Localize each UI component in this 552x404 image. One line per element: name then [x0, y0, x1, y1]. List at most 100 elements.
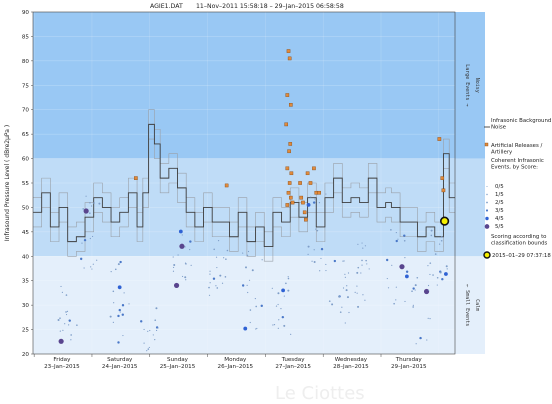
- artificial-point: [286, 49, 291, 53]
- event-point: [172, 270, 175, 272]
- noise-median-line: [33, 123, 455, 247]
- y-tick-label: 75: [22, 83, 30, 89]
- y-tick-label: 60: [22, 157, 30, 163]
- event-point: [313, 249, 315, 251]
- artificial-point: [305, 171, 310, 176]
- event-point: [90, 266, 92, 268]
- event-point: [430, 229, 433, 232]
- band-side-0: [457, 12, 485, 159]
- event-point: [209, 270, 211, 272]
- noise-lower-line: [33, 138, 455, 262]
- artificial-point: [287, 149, 291, 154]
- band-2: [33, 256, 457, 354]
- event-point: [434, 253, 437, 255]
- event-point: [307, 245, 310, 248]
- event-point: [440, 239, 443, 242]
- event-point: [212, 277, 216, 280]
- event-point: [307, 253, 309, 255]
- event-point: [387, 287, 390, 289]
- event-point: [213, 248, 215, 251]
- event-points: [57, 193, 448, 352]
- event-point: [89, 212, 91, 214]
- event-point: [58, 338, 64, 344]
- x-tick-date: 29–Jan–2015: [391, 364, 427, 370]
- event-point: [360, 272, 362, 274]
- legend-noise-label: Infrasonic Background: [491, 118, 551, 124]
- event-point: [344, 273, 346, 275]
- event-point: [356, 285, 358, 287]
- artificial-point: [287, 181, 292, 185]
- band-0: [33, 12, 457, 159]
- event-point: [113, 302, 115, 304]
- artificial-point: [284, 122, 289, 127]
- artificial-point: [308, 181, 313, 185]
- event-point: [346, 296, 349, 299]
- band-side-1: [457, 158, 485, 257]
- artificial-point: [302, 210, 307, 215]
- event-point: [356, 271, 359, 274]
- artificial-point: [304, 217, 308, 222]
- event-point: [423, 288, 430, 295]
- event-point: [395, 299, 397, 301]
- event-point: [404, 300, 406, 303]
- x-tick-date: 24–Jan–2015: [102, 364, 138, 370]
- legend-score-dot: [486, 201, 488, 204]
- event-point: [432, 274, 434, 276]
- event-point: [347, 272, 350, 274]
- event-point: [362, 247, 364, 249]
- band-label-0: Large Events →: [464, 64, 470, 106]
- artificial-point: [289, 195, 293, 200]
- event-point: [386, 277, 388, 280]
- event-point: [310, 196, 312, 198]
- event-point: [346, 285, 348, 287]
- legend-artificial-label: Artificial Releases /: [491, 143, 542, 149]
- event-point: [83, 238, 87, 242]
- event-point: [314, 198, 316, 200]
- chart-title-range: 11–Nov–2011 15:58:18 – 29–Jan–2015 06:58…: [196, 3, 344, 10]
- event-point: [427, 289, 430, 291]
- event-point: [361, 242, 363, 244]
- event-point: [275, 305, 278, 307]
- event-point: [290, 333, 292, 335]
- legend-score-label: 4/5: [495, 216, 504, 222]
- event-point: [412, 304, 414, 306]
- event-point: [255, 328, 257, 330]
- artificial-point: [299, 195, 304, 200]
- background-noise-series: [33, 109, 455, 262]
- event-point: [390, 229, 392, 231]
- event-point: [412, 287, 415, 290]
- y-tick-label: 40: [22, 254, 30, 260]
- event-point: [365, 259, 367, 262]
- event-point: [414, 289, 416, 291]
- y-tick-label: 80: [22, 59, 30, 65]
- event-point: [154, 339, 156, 341]
- event-point: [152, 334, 154, 336]
- legend-events-title: Events, by Score:: [491, 165, 538, 171]
- event-point: [333, 259, 337, 263]
- legend-score-label: 3/5: [495, 208, 504, 214]
- event-point: [119, 260, 122, 264]
- event-point: [356, 292, 358, 294]
- event-point: [325, 193, 327, 195]
- event-point: [342, 260, 344, 262]
- event-point: [415, 343, 417, 345]
- artificial-point: [134, 176, 138, 180]
- event-point: [83, 208, 89, 214]
- event-point: [83, 267, 85, 269]
- event-point: [70, 334, 72, 336]
- event-point: [427, 317, 429, 319]
- x-tick-day: Saturday: [107, 357, 133, 363]
- artificial-point: [441, 188, 446, 193]
- event-point: [427, 265, 429, 267]
- y-tick-label: 70: [22, 108, 30, 114]
- event-point: [148, 346, 150, 349]
- event-point: [441, 278, 444, 281]
- event-point: [281, 315, 285, 319]
- event-point: [82, 208, 85, 210]
- event-point: [243, 326, 248, 331]
- y-tick-label: 25: [22, 328, 30, 334]
- event-point: [285, 282, 287, 285]
- event-point: [361, 264, 363, 266]
- event-point: [287, 289, 290, 292]
- event-point: [65, 313, 68, 316]
